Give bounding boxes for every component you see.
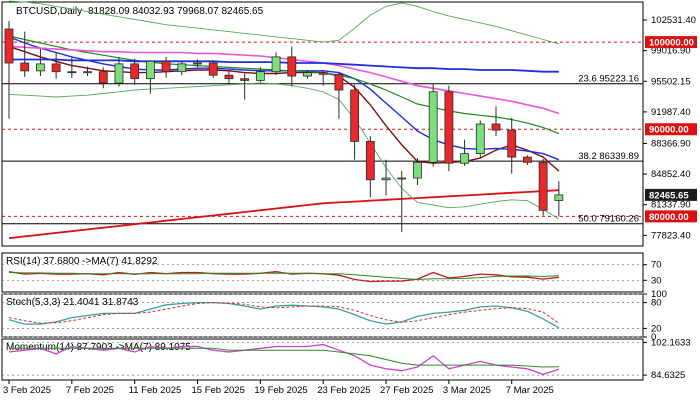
candles-layer	[4, 21, 564, 233]
candle-body	[334, 73, 344, 91]
level-price-tag	[645, 123, 697, 136]
candle-body	[36, 63, 45, 72]
x-tick-label: 11 Feb 2025	[129, 385, 182, 396]
rsi-tick-label: 30	[651, 275, 662, 286]
momentum-title: Momentum(14) 87.7903 ->MA(7) 89.1075	[6, 342, 191, 353]
level-price-tag	[645, 36, 697, 49]
candle-body	[318, 72, 328, 75]
candle-body	[475, 123, 485, 155]
x-tick-label: 3 Mar 2025	[443, 385, 491, 396]
candle-body	[538, 161, 548, 211]
candle-body	[491, 123, 501, 131]
axis-layer: 102531.40 99016.90 95502.15 91987.40 88366.9…	[3, 15, 697, 396]
y-tick-label: 77823.40	[651, 230, 691, 241]
candle-body	[114, 63, 124, 84]
background-layer	[1, 1, 644, 381]
x-tick-label: 23 Feb 2025	[317, 385, 370, 396]
candle-body	[287, 56, 297, 77]
candle-body	[145, 60, 155, 80]
rsi-tick-label: 70	[651, 260, 662, 271]
stoch-series-main	[8, 301, 560, 329]
candle-body	[193, 62, 202, 65]
candle-body	[51, 63, 61, 73]
candle-body	[4, 28, 14, 64]
overlay-ma-blue-long	[9, 58, 559, 73]
x-tick-label: 19 Feb 2025	[254, 385, 307, 396]
stoch-tick-label: 0	[651, 332, 656, 343]
candle-body	[271, 56, 281, 73]
rsi-panel-frame	[1, 252, 644, 293]
candle-body	[255, 71, 265, 81]
candle-body	[67, 71, 77, 74]
candle-body	[130, 63, 140, 80]
candle-body	[98, 71, 108, 84]
momentum-tick-label: 102.1633	[651, 337, 691, 348]
candle-body	[523, 156, 532, 163]
stoch-tick-label: 80	[651, 298, 662, 309]
candle-body	[303, 72, 312, 77]
overlay-bb-lower	[8, 82, 560, 220]
last-price-tag	[645, 188, 697, 201]
candle-body	[428, 91, 438, 163]
candle-body	[83, 71, 92, 74]
x-tick-label: 7 Feb 2025	[66, 385, 114, 396]
rsi-title: RSI(14) 37.6800 ->MA(7) 41.8292	[6, 256, 158, 267]
stoch-series-signal	[8, 302, 560, 324]
level-price-label: 100000.00	[649, 38, 694, 49]
candle-body	[413, 161, 422, 179]
x-tick-label: 15 Feb 2025	[192, 385, 245, 396]
candle-body	[507, 129, 517, 158]
stoch-tick-label: 20	[651, 323, 662, 334]
candle-body	[208, 62, 218, 76]
stoch-tick-label: 100	[651, 289, 667, 300]
candle-body	[554, 194, 564, 201]
momentum-series-signal	[9, 347, 559, 368]
candle-body	[161, 60, 171, 73]
y-tick-label: 88366.90	[651, 138, 691, 149]
candle-body	[224, 74, 234, 80]
y-tick-label: 99016.90	[651, 46, 691, 57]
candle-body	[350, 89, 360, 142]
candle-body	[381, 177, 391, 181]
candle-body	[240, 78, 250, 81]
candle-body	[365, 141, 375, 181]
rsi-series-signal	[8, 272, 559, 281]
y-tick-label: 95502.15	[651, 76, 691, 87]
y-tick-label: 84852.40	[651, 169, 691, 180]
level-price-label: 80000.00	[649, 212, 689, 223]
candle-body	[460, 153, 469, 164]
overlay-bb-upper	[8, 0, 560, 45]
candle-body	[444, 91, 454, 164]
y-tick-label: 102531.40	[651, 15, 696, 26]
overlay-ma-green	[8, 35, 560, 135]
level-price-label: 90000.00	[649, 125, 689, 136]
ohlc-values: 81828.09 84032.93 79968.07 82465.65	[88, 6, 264, 17]
y-tick-label: 81337.90	[651, 200, 691, 211]
candle-body	[397, 177, 407, 180]
fib-level-label: 23.6 95223.16	[578, 74, 639, 85]
x-tick-label: 7 Mar 2025	[506, 385, 554, 396]
candle-body	[177, 63, 187, 73]
momentum-tick-label: 84.6325	[651, 370, 685, 381]
momentum-panel-frame	[1, 338, 644, 381]
x-tick-label: 27 Feb 2025	[380, 385, 433, 396]
y-tick-label: 91987.40	[651, 107, 691, 118]
last-price-label: 82465.65	[649, 190, 689, 201]
momentum-series-main	[8, 343, 560, 376]
symbol-label: BTCUSD,Daily	[16, 6, 82, 17]
x-tick-label: 3 Feb 2025	[3, 385, 51, 396]
level-price-tag	[645, 210, 697, 223]
overlay-ma-pink	[8, 45, 560, 115]
fib-level-label: 50.0 79160.26	[578, 214, 639, 225]
fib-level-label: 38.2 86339.89	[578, 151, 639, 162]
candle-body	[20, 62, 30, 72]
main-panel-frame	[1, 1, 644, 247]
overlay-ma-long	[8, 189, 559, 240]
